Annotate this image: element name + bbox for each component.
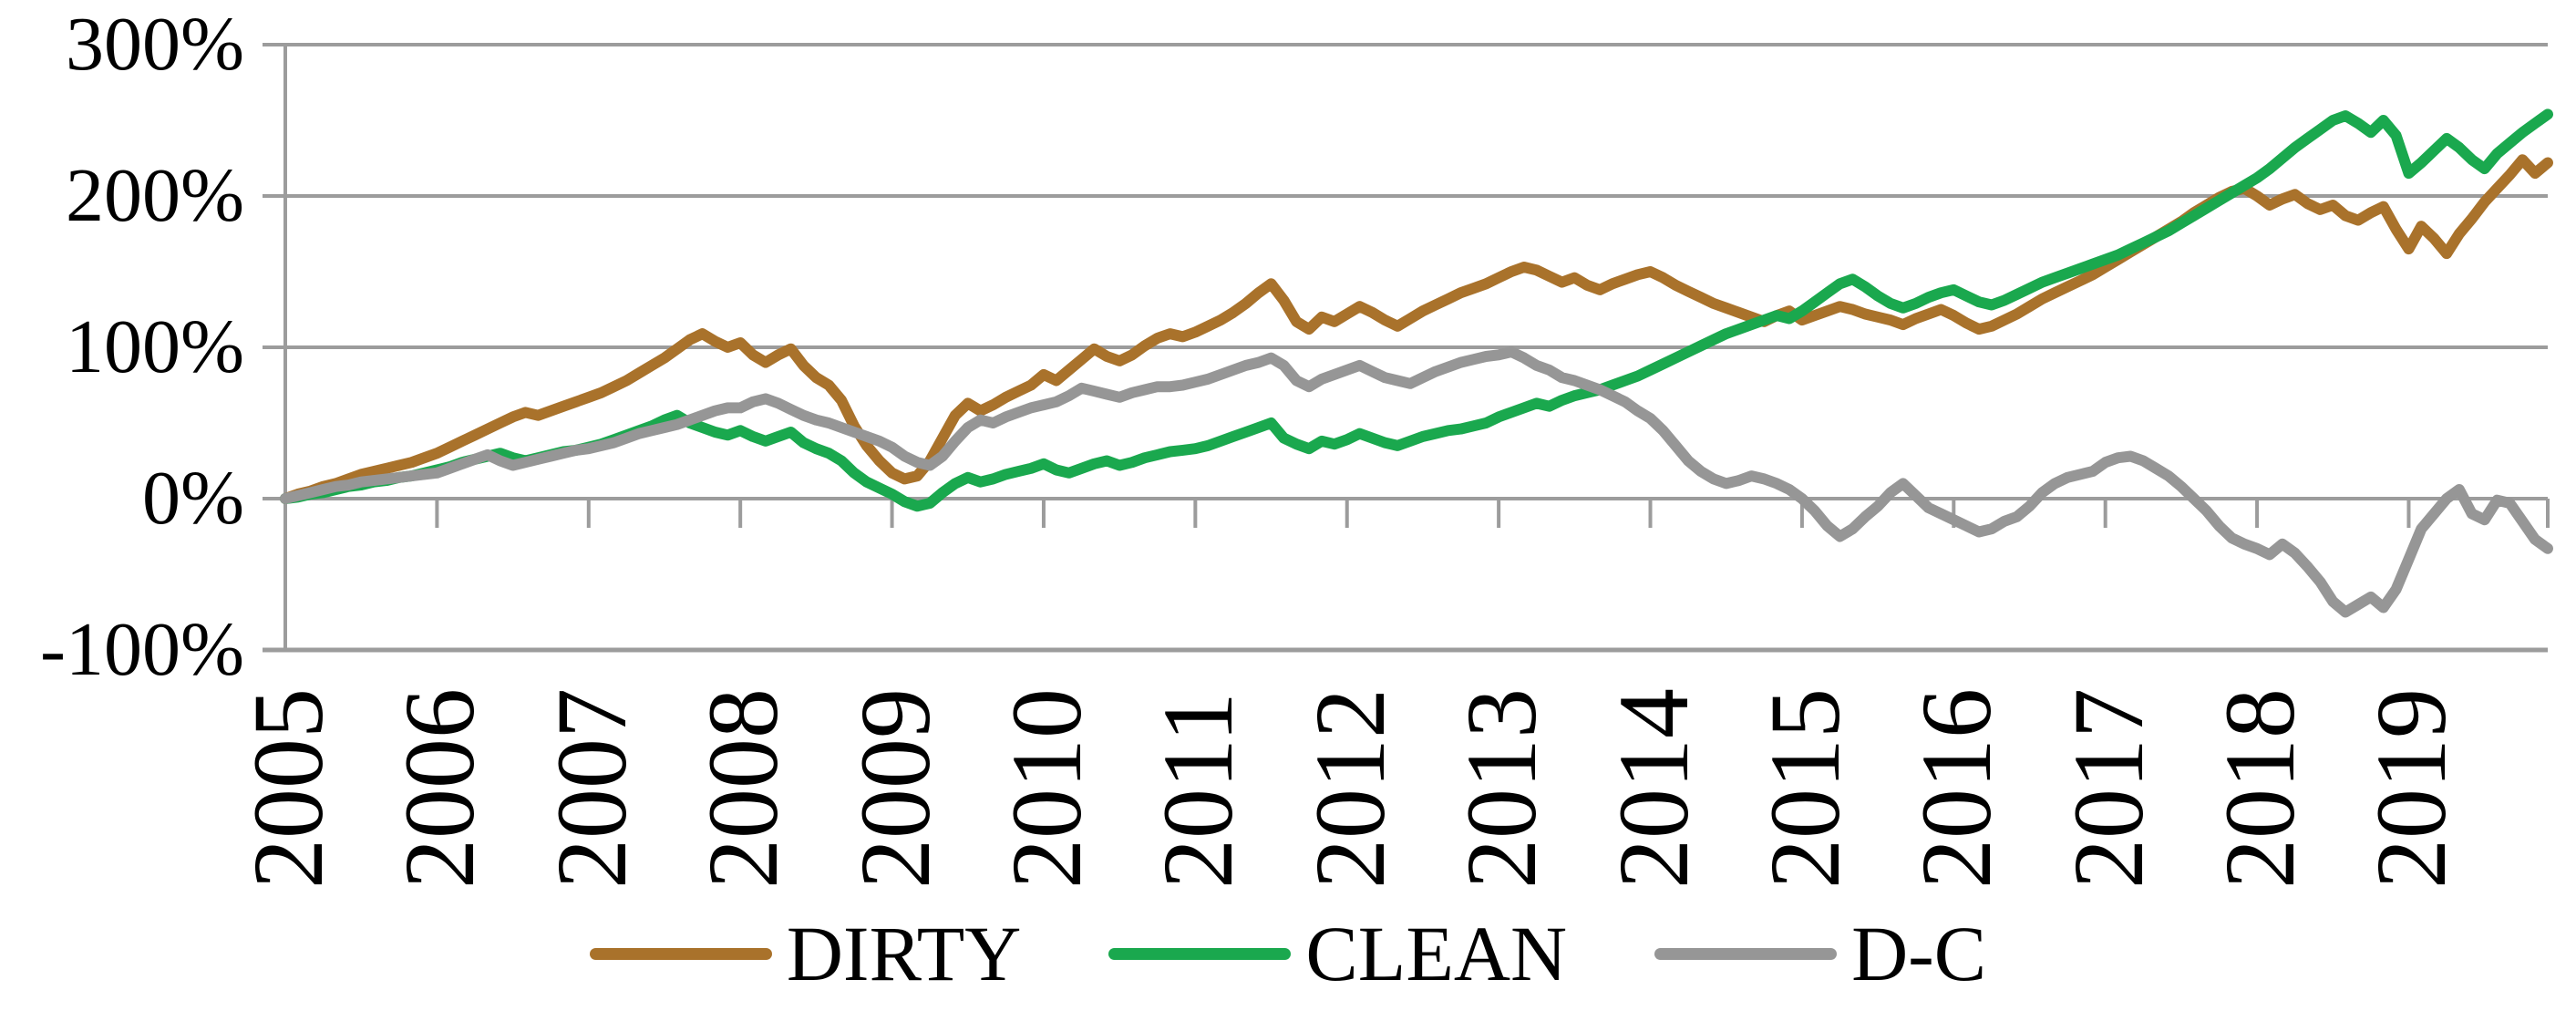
x-axis-label-2007: 2007 [535,688,647,889]
y-axis-label-300%: 300% [66,2,244,87]
x-axis-label-2019: 2019 [2355,688,2468,889]
clean-line-swatch [1108,947,1292,960]
x-axis-label-2014: 2014 [1597,688,1709,889]
legend-item-dirty: DIRTY [589,908,1022,999]
x-axis-label-2012: 2012 [1293,688,1406,889]
series-line-clean [280,108,2553,512]
x-axis-label-2005: 2005 [232,688,344,889]
y-axis-label-200%: 200% [66,153,244,238]
x-axis-label-2009: 2009 [839,688,951,889]
series-line-d-c [280,346,2553,618]
x-axis-label-2018: 2018 [2204,688,2316,889]
legend-item-dc: D-C [1654,908,1986,999]
x-axis-label-2010: 2010 [990,688,1102,889]
legend: DIRTY CLEAN D-C [0,908,2576,999]
y-axis-label--100%: -100% [40,607,244,692]
y-axis-label-0%: 0% [142,456,244,541]
legend-item-clean: CLEAN [1108,908,1567,999]
x-axis-label-2013: 2013 [1446,688,1558,889]
x-axis-label-2008: 2008 [687,688,799,889]
legend-label-clean: CLEAN [1305,910,1568,997]
legend-label-dc: D-C [1851,910,1987,997]
y-axis-label-100%: 100% [66,304,244,389]
x-axis-label-2017: 2017 [2052,688,2164,889]
x-axis-label-2016: 2016 [1901,688,2013,889]
dc-line-swatch [1654,947,1838,960]
x-axis-label-2015: 2015 [1748,688,1860,889]
legend-label-dirty: DIRTY [786,910,1022,997]
x-axis-label-2006: 2006 [384,688,496,889]
x-axis-label-2011: 2011 [1142,692,1254,889]
dirty-line-swatch [589,947,772,960]
